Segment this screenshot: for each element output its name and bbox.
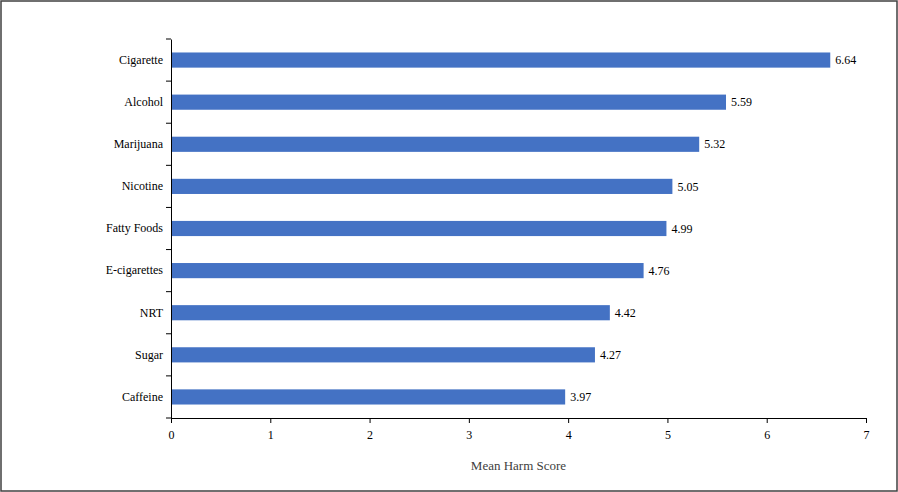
bar [171,347,595,362]
y-boundary-tick [166,291,171,292]
x-tick-mark [270,418,271,423]
y-tick-label: Marijuana [114,137,164,151]
y-boundary-ticks [166,39,171,418]
x-tick: 3 [466,418,472,442]
plot: 6.64 5.59 5.32 5.05 4.99 4.76 4.42 4.27 3.97 0 1 2 3… [106,39,870,442]
x-tick-mark [866,418,867,423]
y-tick: Alcohol [124,95,163,109]
x-tick: 5 [665,418,671,442]
y-axis: Cigarette Alcohol Marijuana Nicotine Fatty F… [106,40,172,419]
bar [171,179,672,194]
bar [171,389,565,404]
x-tick: 1 [268,418,274,442]
y-tick: NRT [140,306,164,320]
y-tick: Nicotine [122,179,163,193]
x-tick-label: 6 [764,428,770,442]
data-label: 5.59 [731,95,752,109]
x-tick-mark [568,418,569,423]
y-tick-label: Alcohol [124,95,163,109]
y-tick-label: Sugar [135,348,163,362]
y-axis-line [171,40,172,419]
x-axis-line [172,419,867,424]
x-tick-label: 0 [169,428,175,442]
y-tick-label: Fatty Foods [106,221,163,235]
x-tick-mark [667,418,668,423]
x-tick: 0 [169,418,175,442]
y-boundary-tick [166,39,171,40]
data-label: 4.76 [649,264,670,278]
bar [171,137,699,152]
y-tick-label: Cigarette [119,53,163,67]
y-tick-label: E-cigarettes [106,263,164,277]
y-boundary-tick [166,165,171,166]
y-boundary-tick [166,249,171,250]
x-tick-mark [171,418,172,423]
y-tick-label: Caffeine [122,390,163,404]
data-label: 4.99 [671,222,692,236]
y-tick: Caffeine [122,390,163,404]
x-tick-label: 2 [367,428,373,442]
x-tick: 4 [566,418,572,442]
x-tick-mark [370,418,371,423]
y-tick: Sugar [135,348,163,362]
x-tick-label: 5 [665,428,671,442]
data-label: 5.32 [704,137,725,151]
frame [1,1,897,491]
bar [171,95,726,110]
x-tick-label: 4 [566,428,572,442]
x-axis: 0 1 2 3 4 5 6 7 [169,418,870,442]
y-tick: E-cigarettes [106,263,164,277]
chart: 6.64 5.59 5.32 5.05 4.99 4.76 4.42 4.27 3.97 0 1 2 3… [0,0,898,492]
x-tick-label: 7 [864,428,870,442]
y-boundary-tick [166,207,171,208]
data-label: 5.05 [677,180,698,194]
bar [171,52,830,67]
y-tick: Cigarette [119,53,163,67]
data-labels: 6.64 5.59 5.32 5.05 4.99 4.76 4.42 4.27 3.97 [570,53,856,404]
y-tick: Fatty Foods [106,221,163,235]
y-tick-label: NRT [140,306,164,320]
y-boundary-tick [166,333,171,334]
y-tick-label: Nicotine [122,179,163,193]
x-tick-label: 3 [466,428,472,442]
x-tick: 2 [367,418,373,442]
bar [171,221,666,236]
data-label: 4.27 [600,348,621,362]
y-boundary-tick [166,375,171,376]
y-boundary-tick [166,81,171,82]
x-tick-mark [767,418,768,423]
y-tick: Marijuana [114,137,164,151]
data-label: 4.42 [615,306,636,320]
x-tick-mark [469,418,470,423]
x-tick: 6 [764,418,770,442]
data-label: 3.97 [570,390,591,404]
x-tick-label: 1 [268,428,274,442]
y-boundary-tick [166,123,171,124]
bar [171,305,610,320]
data-label: 6.64 [835,53,856,67]
x-tick: 7 [864,418,870,442]
y-boundary-tick [166,418,171,419]
bars [171,52,830,404]
bar [171,263,644,278]
x-axis-title: Mean Harm Score [471,458,567,473]
